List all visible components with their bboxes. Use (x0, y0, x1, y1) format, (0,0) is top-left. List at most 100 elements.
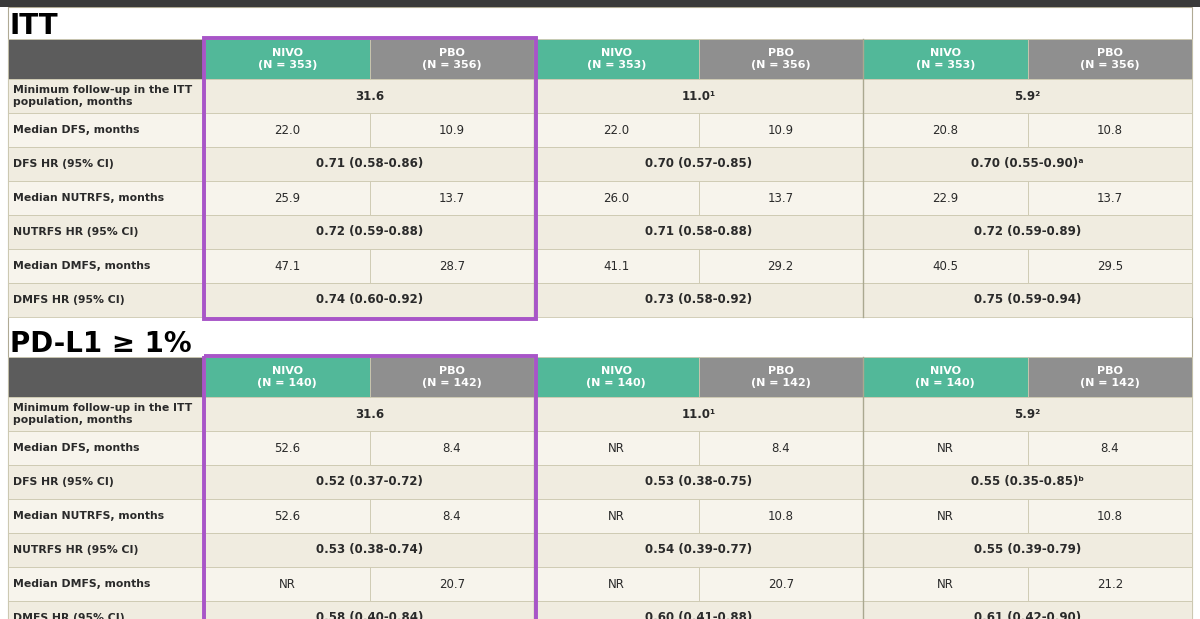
Text: 20.8: 20.8 (932, 124, 959, 137)
Bar (534, 249, 698, 283)
Bar (863, 39, 1027, 79)
Bar (1027, 499, 1192, 533)
Text: NR: NR (937, 509, 954, 522)
Bar (205, 215, 534, 249)
Text: 8.4: 8.4 (1100, 441, 1120, 454)
Bar (698, 181, 863, 215)
Bar (534, 181, 698, 215)
Bar (370, 357, 534, 397)
Bar (863, 181, 1027, 215)
Text: 0.58 (0.40-0.84): 0.58 (0.40-0.84) (316, 612, 424, 619)
Bar (8, 249, 205, 283)
Text: NR: NR (937, 578, 954, 591)
Bar (370, 431, 534, 465)
Bar (863, 567, 1027, 601)
Bar (8, 357, 205, 397)
Bar (370, 499, 534, 533)
Text: 40.5: 40.5 (932, 259, 959, 272)
Text: PBO
(N = 356): PBO (N = 356) (1080, 48, 1140, 70)
Bar (698, 431, 863, 465)
Bar (8, 283, 205, 317)
Bar (205, 113, 370, 147)
Text: 13.7: 13.7 (768, 191, 794, 204)
Text: 0.52 (0.37-0.72): 0.52 (0.37-0.72) (316, 475, 422, 488)
Bar (534, 147, 863, 181)
Text: NIVO
(N = 353): NIVO (N = 353) (258, 48, 317, 70)
Text: 0.73 (0.58-0.92): 0.73 (0.58-0.92) (644, 293, 752, 306)
Text: 13.7: 13.7 (439, 191, 464, 204)
Bar (534, 397, 863, 431)
Bar (863, 283, 1192, 317)
Text: 22.0: 22.0 (274, 124, 300, 137)
Bar (534, 533, 863, 567)
Bar (204, 355, 535, 619)
Text: DFS HR (95% CI): DFS HR (95% CI) (13, 159, 114, 169)
Text: 31.6: 31.6 (355, 407, 384, 420)
Text: 22.0: 22.0 (604, 124, 629, 137)
Bar (534, 283, 863, 317)
Text: NIVO
(N = 353): NIVO (N = 353) (916, 48, 974, 70)
Text: Minimum follow-up in the ITT
population, months: Minimum follow-up in the ITT population,… (13, 403, 192, 425)
Bar (205, 567, 370, 601)
Bar (8, 181, 205, 215)
Bar (205, 147, 534, 181)
Text: 5.9²: 5.9² (1014, 90, 1040, 103)
Text: 29.2: 29.2 (768, 259, 794, 272)
Bar (8, 533, 205, 567)
Bar (534, 567, 698, 601)
Text: 0.60 (0.41-0.88): 0.60 (0.41-0.88) (644, 612, 752, 619)
Text: DFS HR (95% CI): DFS HR (95% CI) (13, 477, 114, 487)
Bar (534, 113, 698, 147)
Text: 0.71 (0.58-0.88): 0.71 (0.58-0.88) (644, 225, 752, 238)
Text: 0.53 (0.38-0.75): 0.53 (0.38-0.75) (644, 475, 752, 488)
Text: 10.9: 10.9 (768, 124, 794, 137)
Text: 52.6: 52.6 (274, 441, 300, 454)
Text: 20.7: 20.7 (439, 578, 464, 591)
Bar (863, 79, 1192, 113)
Text: 8.4: 8.4 (772, 441, 790, 454)
Bar (1027, 39, 1192, 79)
Bar (863, 431, 1027, 465)
Text: 10.8: 10.8 (1097, 124, 1123, 137)
Text: 20.7: 20.7 (768, 578, 794, 591)
Bar (534, 357, 698, 397)
Bar (1027, 249, 1192, 283)
Text: Median DMFS, months: Median DMFS, months (13, 579, 150, 589)
Text: 5.9²: 5.9² (1014, 407, 1040, 420)
Bar (370, 567, 534, 601)
Text: 0.55 (0.35-0.85)ᵇ: 0.55 (0.35-0.85)ᵇ (971, 475, 1084, 488)
Bar (1027, 567, 1192, 601)
Text: PBO
(N = 356): PBO (N = 356) (751, 48, 810, 70)
Bar (205, 357, 370, 397)
Text: 10.8: 10.8 (768, 509, 793, 522)
Text: DMFS HR (95% CI): DMFS HR (95% CI) (13, 295, 125, 305)
Bar (1027, 431, 1192, 465)
Bar (698, 499, 863, 533)
Bar (863, 249, 1027, 283)
Bar (8, 147, 205, 181)
Bar (534, 215, 863, 249)
Text: 0.75 (0.59-0.94): 0.75 (0.59-0.94) (974, 293, 1081, 306)
Bar (205, 181, 370, 215)
Text: 8.4: 8.4 (443, 441, 461, 454)
Text: NR: NR (608, 578, 625, 591)
Text: ITT: ITT (10, 12, 59, 40)
Bar (8, 567, 205, 601)
Text: Median DMFS, months: Median DMFS, months (13, 261, 150, 271)
Text: 22.9: 22.9 (932, 191, 959, 204)
Bar (370, 249, 534, 283)
Text: 11.0¹: 11.0¹ (682, 407, 715, 420)
Bar (863, 113, 1027, 147)
Bar (8, 397, 205, 431)
Text: NIVO
(N = 140): NIVO (N = 140) (257, 366, 317, 387)
Text: Median DFS, months: Median DFS, months (13, 125, 139, 135)
Bar (8, 431, 205, 465)
Text: NR: NR (278, 578, 295, 591)
Text: DMFS HR (95% CI): DMFS HR (95% CI) (13, 613, 125, 619)
Bar (8, 601, 205, 619)
Bar (370, 39, 534, 79)
Bar (698, 249, 863, 283)
Bar (8, 39, 205, 79)
Text: NUTRFS HR (95% CI): NUTRFS HR (95% CI) (13, 545, 138, 555)
Text: 0.74 (0.60-0.92): 0.74 (0.60-0.92) (316, 293, 424, 306)
